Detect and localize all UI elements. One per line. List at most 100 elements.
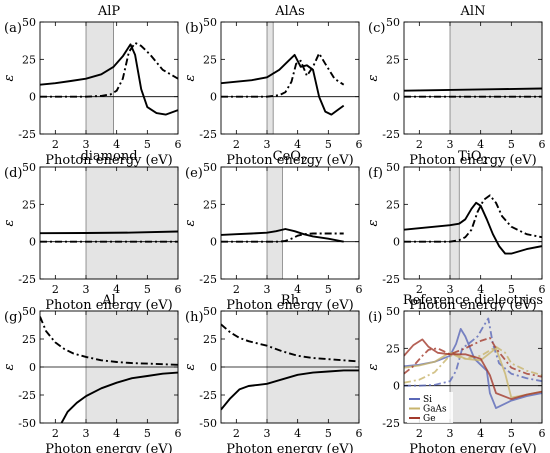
x-tick-label: 4 — [113, 427, 120, 440]
y-axis-label: ε — [2, 74, 17, 81]
axes-frame — [403, 166, 543, 280]
x-tick-label: 5 — [508, 283, 515, 296]
x-tick-label: 5 — [508, 138, 515, 151]
panel-label: (d) — [4, 166, 22, 181]
axes-frame — [220, 21, 360, 135]
y-tick-label: 25 — [203, 53, 217, 66]
y-tick-label: 25 — [22, 333, 36, 346]
plot-area — [404, 194, 542, 255]
panel-d: 2 3 4 5 6 -25 0 25 50 Photon energy (eV) ε diamond (… — [2, 149, 182, 313]
x-tick-label: 4 — [477, 283, 484, 296]
y-tick-label: 25 — [203, 333, 217, 346]
x-tick-label: 6 — [539, 427, 546, 440]
panel-label: (f) — [368, 166, 383, 181]
y-tick-label: 0 — [29, 236, 36, 249]
x-tick-label: 4 — [294, 138, 301, 151]
y-tick-label: -50 — [18, 417, 36, 430]
y-tick-label: -25 — [199, 128, 217, 141]
x-tick-label: 5 — [325, 427, 332, 440]
x-axis-label: Photon energy (eV) — [226, 153, 354, 168]
panel-label: (h) — [185, 310, 204, 325]
series-line-imaginary — [404, 194, 542, 243]
y-tick-label: 50 — [203, 305, 217, 318]
y-axis-label: ε — [2, 219, 17, 226]
panel-label: (a) — [4, 21, 22, 36]
x-tick-label: 4 — [294, 427, 301, 440]
panel-title: Al — [101, 293, 116, 308]
x-tick-label: 3 — [264, 427, 271, 440]
y-tick-label: -25 — [382, 417, 400, 430]
x-tick-label: 3 — [83, 138, 90, 151]
y-tick-label: 0 — [393, 236, 400, 249]
y-tick-label: -25 — [382, 128, 400, 141]
series-line-real — [40, 43, 178, 116]
x-tick-label: 2 — [52, 283, 59, 296]
y-tick-label: 50 — [386, 161, 400, 174]
axes-frame — [220, 166, 360, 280]
x-tick-label: 5 — [508, 427, 515, 440]
plot-area — [404, 87, 542, 98]
plot-area — [404, 317, 542, 409]
panel-label: (e) — [185, 166, 203, 181]
x-tick-label: 6 — [356, 427, 363, 440]
x-tick-label: 5 — [144, 427, 151, 440]
y-axis-label: ε — [2, 363, 17, 370]
y-tick-label: 0 — [29, 91, 36, 104]
x-tick-label: 2 — [233, 138, 240, 151]
panel-title-main: TiO — [458, 149, 482, 164]
axes-frame — [39, 166, 179, 280]
x-tick-label: 4 — [477, 427, 484, 440]
panel-title-main: AlP — [97, 4, 121, 19]
x-axis-label: Photon energy (eV) — [226, 442, 354, 453]
panel-title-main: AlN — [460, 4, 486, 19]
legend-label: GaAs — [423, 405, 447, 415]
plot-area — [40, 316, 178, 423]
y-tick-label: -25 — [18, 389, 36, 402]
panel-title: diamond — [80, 149, 137, 164]
y-tick-label: 25 — [22, 53, 36, 66]
shaded-region — [449, 21, 543, 135]
panel-title: AlAs — [274, 4, 305, 19]
x-axis-label: Photon energy (eV) — [45, 298, 173, 313]
panel-h: 2 3 4 5 6 -50 -25 0 25 50 Photon energy (eV) ε Rh (h) — [183, 293, 363, 453]
y-tick-label: 25 — [386, 53, 400, 66]
x-axis-label: Photon energy (eV) — [409, 153, 537, 168]
x-tick-label: 6 — [539, 138, 546, 151]
x-tick-label: 3 — [447, 283, 454, 296]
series-line-real — [221, 228, 344, 243]
x-tick-label: 6 — [356, 138, 363, 151]
series-line-si — [404, 317, 542, 387]
y-tick-label: 50 — [22, 161, 36, 174]
panel-i: 2 3 4 5 6 -25 0 25 50 Photon energy (eV) ε Referenc… — [366, 293, 546, 453]
y-tick-label: 25 — [203, 198, 217, 211]
panel-label: (c) — [368, 21, 385, 36]
legend-label: Ge — [423, 414, 436, 424]
series-line-imaginary — [221, 52, 345, 98]
plot-area — [221, 52, 345, 116]
x-tick-label: 5 — [325, 138, 332, 151]
panel-label: (i) — [368, 310, 382, 325]
plot-area — [221, 228, 344, 243]
y-tick-label: 50 — [386, 305, 400, 318]
panel-title-main: Reference dielectrics — [403, 293, 543, 308]
series-line-imaginary — [40, 41, 178, 98]
axes-frame — [403, 21, 543, 135]
shaded-region — [85, 166, 179, 280]
y-axis-label: ε — [183, 219, 198, 226]
series-line-real — [60, 371, 178, 423]
series-line-imaginary — [221, 323, 359, 363]
y-tick-label: -50 — [199, 417, 217, 430]
x-axis-label: Photon energy (eV) — [409, 442, 537, 453]
x-tick-label: 4 — [477, 138, 484, 151]
axes-frame — [39, 21, 179, 135]
x-axis-label: Photon energy (eV) — [409, 298, 537, 313]
panel-title-main: AlAs — [274, 4, 305, 19]
y-tick-label: 50 — [203, 16, 217, 29]
y-axis-label: ε — [366, 219, 381, 226]
x-tick-label: 3 — [447, 427, 454, 440]
y-tick-label: 25 — [22, 198, 36, 211]
plot-area — [40, 41, 178, 116]
y-tick-label: 50 — [386, 16, 400, 29]
x-tick-label: 3 — [447, 138, 454, 151]
panel-title: CeO2 — [273, 149, 308, 167]
